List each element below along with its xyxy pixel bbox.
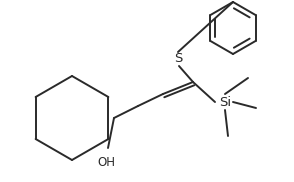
- Text: OH: OH: [97, 155, 115, 169]
- Text: S: S: [174, 52, 182, 64]
- Text: Si: Si: [219, 96, 231, 108]
